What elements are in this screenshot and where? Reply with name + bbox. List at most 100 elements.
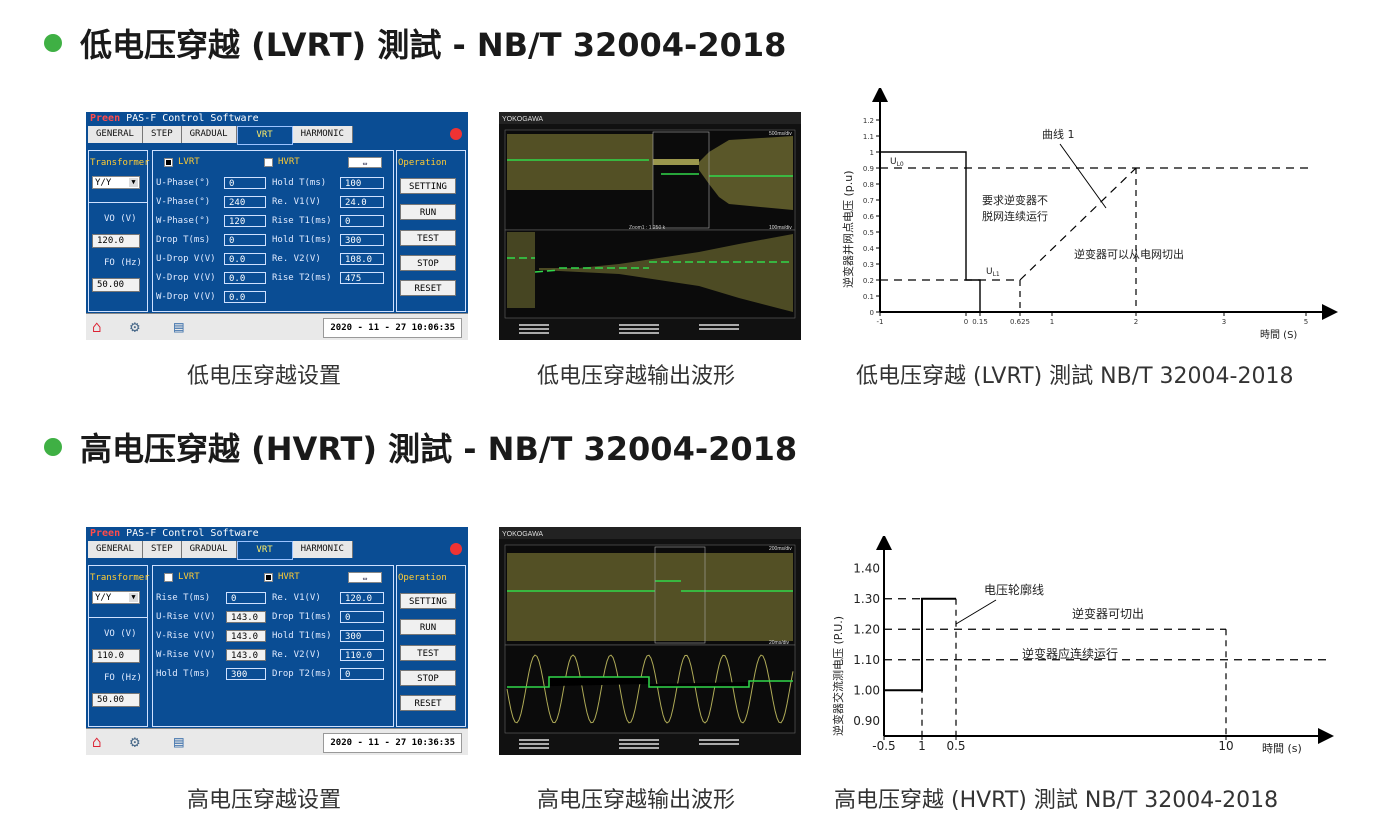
transformer-select[interactable]: Y/Y ▼	[92, 176, 140, 189]
test-button[interactable]: TEST	[400, 230, 456, 246]
param-field[interactable]: 0.0	[224, 253, 266, 265]
param-field[interactable]: 300	[340, 630, 384, 642]
test-button[interactable]: TEST	[400, 645, 456, 661]
tab-general[interactable]: GENERAL	[88, 126, 143, 143]
hvrt-chart-caption: 高电压穿越 (HVRT) 測試 NB/T 32004-2018	[834, 788, 1279, 813]
scope-measurement-readout	[519, 324, 739, 334]
home-icon[interactable]: ⌂	[92, 732, 102, 751]
may-disconnect-label: 逆变器可切出	[1072, 606, 1144, 621]
y-tick-label: 1	[870, 149, 874, 157]
param-label: W-Drop V(V)	[156, 292, 216, 302]
param-field[interactable]: 0	[340, 611, 384, 623]
scope-brand: YOKOGAWA	[502, 116, 543, 123]
param-label: Rise T(ms)	[156, 593, 211, 603]
voltage-profile-line	[884, 597, 956, 692]
software-titlebar: Preen PAS-F Control Software	[86, 527, 468, 541]
gear-icon[interactable]: ⚙	[130, 317, 140, 336]
x-tick-label: 3	[1222, 318, 1226, 326]
param-field[interactable]: 143.0	[226, 649, 266, 661]
y-tick-label: 0.2	[863, 277, 874, 285]
curve-label: 曲线 1	[1042, 127, 1075, 141]
run-button[interactable]: RUN	[400, 619, 456, 635]
recovery-boundary-line	[1019, 167, 1137, 281]
tab-step[interactable]: STEP	[142, 126, 182, 143]
param-field[interactable]: 108.0	[340, 253, 384, 265]
param-field[interactable]: 24.0	[340, 196, 384, 208]
param-field[interactable]: 0	[340, 668, 384, 680]
param-label: Rise T2(ms)	[272, 273, 332, 283]
setting-button[interactable]: SETTING	[400, 593, 456, 609]
u-l0-main: U	[890, 157, 897, 167]
stop-button[interactable]: STOP	[400, 670, 456, 686]
lvrt-mode-label: LVRT	[178, 157, 200, 167]
tab-general[interactable]: GENERAL	[88, 541, 143, 558]
reset-button[interactable]: RESET	[400, 280, 456, 296]
tab-vrt[interactable]: VRT	[236, 126, 293, 145]
curve-leader-line	[1059, 143, 1107, 209]
param-field[interactable]: 300	[340, 234, 384, 246]
x-tick-label: -0.5	[872, 739, 895, 753]
param-field[interactable]: 110.0	[340, 649, 384, 661]
lvrt-checkbox[interactable]	[164, 158, 173, 167]
param-field[interactable]: 0	[226, 592, 266, 604]
scope-bottom-timebase: 20ms/div	[769, 640, 790, 646]
param-field[interactable]: 0	[224, 177, 266, 189]
tab-gradual[interactable]: GRADUAL	[181, 126, 237, 143]
param-field[interactable]: 0.0	[224, 272, 266, 284]
y-axis-label: 逆变器交流测电压 (P.U.)	[831, 616, 845, 736]
profile-label: 电压轮廓线	[984, 582, 1044, 597]
transformer-select[interactable]: Y/Y ▼	[92, 591, 140, 604]
scope-bottom-timebase: 100ms/div	[769, 225, 792, 231]
param-label: Hold T(ms)	[156, 669, 211, 679]
tab-harmonic[interactable]: HARMONIC	[292, 126, 353, 143]
software-brand: Preen	[90, 528, 121, 539]
x-tick-label: -1	[877, 318, 884, 326]
home-icon[interactable]: ⌂	[92, 317, 102, 336]
close-icon[interactable]	[450, 128, 462, 140]
param-field[interactable]: 100	[340, 177, 384, 189]
param-field[interactable]: 143.0	[226, 611, 266, 623]
hvrt-checkbox[interactable]	[264, 158, 273, 167]
param-field[interactable]: 475	[340, 272, 384, 284]
u-l1-label: UL1	[986, 267, 1000, 278]
param-field[interactable]: 143.0	[226, 630, 266, 642]
bullet-dot-icon	[44, 34, 62, 52]
tab-harmonic[interactable]: HARMONIC	[292, 541, 353, 558]
tab-vrt[interactable]: VRT	[236, 541, 293, 560]
tab-step[interactable]: STEP	[142, 541, 182, 558]
report-icon[interactable]: ▤	[174, 732, 184, 751]
x-axis-label: 時間 (S)	[1260, 329, 1297, 341]
fo-field[interactable]: 50.00	[92, 693, 140, 707]
hvrt-checkbox[interactable]	[264, 573, 273, 582]
param-field[interactable]: 0	[224, 234, 266, 246]
param-field[interactable]: 120	[224, 215, 266, 227]
status-footer: ⌂ ⚙ ▤ 2020 - 11 - 27 10:36:35	[86, 728, 468, 755]
close-icon[interactable]	[450, 543, 462, 555]
fo-field[interactable]: 50.00	[92, 278, 140, 292]
vo-field[interactable]: 110.0	[92, 649, 140, 663]
setting-button[interactable]: SETTING	[400, 178, 456, 194]
stay-connected-label-line2: 脱网连续运行	[982, 209, 1048, 223]
stay-connected-label-line1: 要求逆变器不	[982, 193, 1048, 207]
lvrt-oscilloscope-screenshot: YOKOGAWA 500ms/div Zoom1 : 1.250 k 100ms…	[499, 112, 801, 340]
y-tick-label: 1.30	[853, 592, 880, 606]
vo-field[interactable]: 120.0	[92, 234, 140, 248]
param-field[interactable]: 120.0	[340, 592, 384, 604]
operation-box	[396, 565, 466, 727]
lvrt-checkbox[interactable]	[164, 573, 173, 582]
param-field[interactable]: 240	[224, 196, 266, 208]
run-button[interactable]: RUN	[400, 204, 456, 220]
stop-button[interactable]: STOP	[400, 255, 456, 271]
transformer-value: Y/Y	[95, 178, 112, 188]
report-icon[interactable]: ▤	[174, 317, 184, 336]
param-field[interactable]: 300	[226, 668, 266, 680]
param-field[interactable]: 0.0	[224, 291, 266, 303]
scope-measurement-readout	[519, 739, 739, 749]
tab-gradual[interactable]: GRADUAL	[181, 541, 237, 558]
switch-arrow-button[interactable]: ⇔	[348, 572, 382, 583]
switch-arrow-button[interactable]: ⇔	[348, 157, 382, 168]
param-field[interactable]: 0	[340, 215, 384, 227]
param-label: V-Phase(°)	[156, 197, 211, 207]
gear-icon[interactable]: ⚙	[130, 732, 140, 751]
reset-button[interactable]: RESET	[400, 695, 456, 711]
